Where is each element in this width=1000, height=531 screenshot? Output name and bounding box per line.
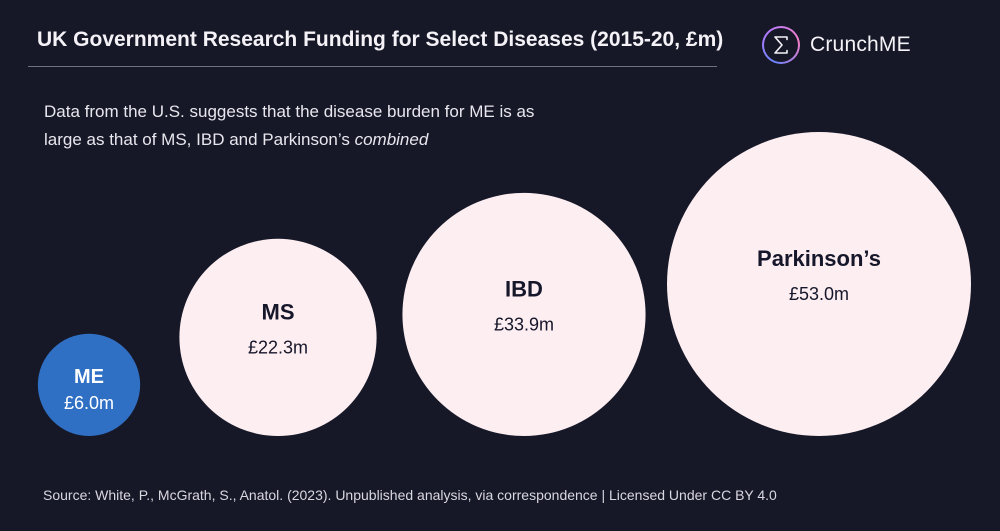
brand: CrunchME — [762, 24, 911, 66]
source-note: Source: White, P., McGrath, S., Anatol. … — [43, 487, 777, 503]
bubble-label-ms: MS — [262, 299, 295, 324]
sigma-icon — [762, 26, 800, 64]
bubble-ibd — [402, 192, 646, 436]
bubble-label-parkinson-s: Parkinson’s — [757, 246, 881, 271]
chart-subtitle: Data from the U.S. suggests that the dis… — [44, 98, 564, 154]
bubble-label-me: ME — [74, 366, 104, 388]
brand-name: CrunchME — [810, 33, 911, 56]
bubble-ms — [179, 238, 377, 436]
bubble-value-parkinson-s: £53.0m — [789, 284, 849, 304]
title-divider — [28, 66, 717, 67]
subtitle-emphasis: combined — [354, 130, 429, 149]
bubble-value-ibd: £33.9m — [494, 314, 554, 334]
subtitle-text: Data from the U.S. suggests that the dis… — [44, 102, 535, 149]
bubble-value-ms: £22.3m — [248, 337, 308, 357]
bubble-me — [37, 333, 141, 436]
bubble-value-me: £6.0m — [64, 393, 114, 413]
bubble-label-ibd: IBD — [505, 276, 543, 301]
bubble-parkinson-s — [667, 132, 971, 436]
chart-title: UK Government Research Funding for Selec… — [37, 28, 724, 51]
